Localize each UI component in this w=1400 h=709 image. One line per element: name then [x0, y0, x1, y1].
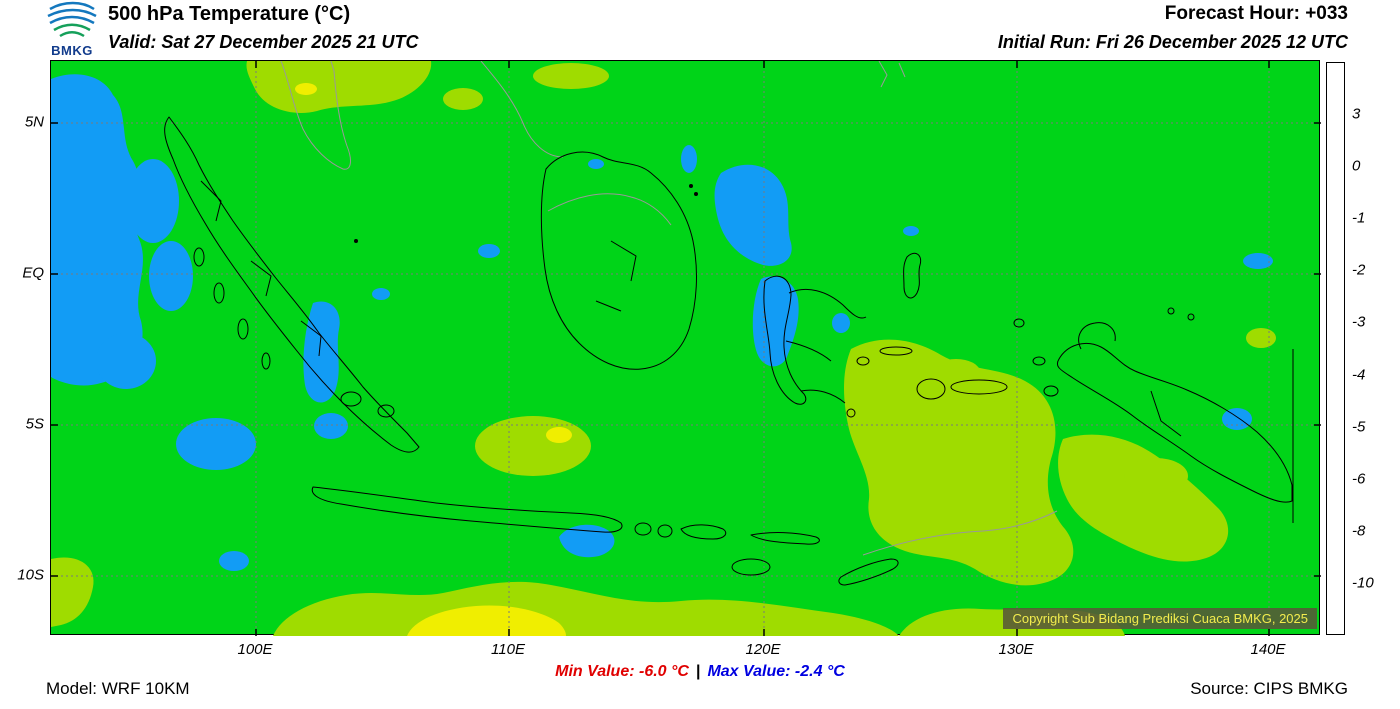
page-title: 500 hPa Temperature (°C) [108, 3, 351, 25]
lat-label-5s: 5S [25, 415, 44, 433]
minmax-separator: | [695, 663, 701, 680]
bmkg-logo-text: BMKG [51, 43, 93, 58]
colorbar-label: -5 [1352, 418, 1366, 436]
longitude-axis: 100E 110E 120E 130E 140E [0, 641, 1400, 659]
bmkg-logo-icon [47, 1, 97, 38]
colorbar-label: -2 [1352, 261, 1366, 279]
minmax-line: Min Value: -6.0 °C | Max Value: -2.4 °C [0, 663, 1400, 681]
colorbar-label: -4 [1352, 366, 1366, 384]
max-value: Max Value: -2.4 °C [707, 663, 845, 680]
valid-time: Valid: Sat 27 December 2025 21 UTC [108, 32, 419, 52]
colorbar-label: -6 [1352, 470, 1366, 488]
map-canvas: Copyright Sub Bidang Prediksi Cuaca BMKG… [50, 60, 1321, 636]
lon-label-100e: 100E [237, 641, 273, 658]
colorbar-label: -1 [1352, 209, 1366, 227]
copyright-overlay: Copyright Sub Bidang Prediksi Cuaca BMKG… [1003, 608, 1317, 629]
lon-label-120e: 120E [745, 641, 781, 658]
bmkg-logo: BMKG [44, 1, 100, 58]
temperature-field-map [51, 61, 1321, 636]
foreign-coastlines [280, 61, 1058, 556]
warm-patches-yellow [295, 83, 572, 636]
lon-label-110e: 110E [491, 641, 525, 658]
source-label: Source: CIPS BMKG [1190, 679, 1348, 698]
colorbar [1326, 62, 1345, 635]
cold-patches-blue [51, 74, 1273, 571]
header-right: Forecast Hour: +033 Initial Run: Fri 26 … [998, 3, 1348, 53]
graticule-grid [51, 61, 1321, 636]
lat-label-5n: 5N [24, 113, 44, 131]
min-value: Min Value: -6.0 °C [555, 663, 689, 680]
lon-label-130e: 130E [998, 641, 1034, 658]
axis-ticks [51, 61, 1321, 636]
colorbar-label: -10 [1352, 574, 1374, 592]
latitude-axis: 5N EQ 5S 10S [12, 0, 46, 709]
header-titles: 500 hPa Temperature (°C) Valid: Sat 27 D… [108, 1, 418, 53]
colorbar-label: 0 [1352, 157, 1361, 175]
colorbar-label: 3 [1352, 105, 1361, 123]
initial-run: Initial Run: Fri 26 December 2025 12 UTC [997, 32, 1348, 52]
forecast-hour: Forecast Hour: +033 [1164, 3, 1348, 24]
colorbar-labels: 3 0 -1 -2 -3 -4 -5 -6 -8 -10 [1352, 62, 1396, 635]
coastlines [164, 116, 1294, 586]
lat-label-10s: 10S [17, 566, 44, 584]
colorbar-label: -3 [1352, 313, 1366, 331]
header-left: BMKG 500 hPa Temperature (°C) Valid: Sat… [44, 1, 418, 58]
lon-label-140e: 140E [1250, 641, 1286, 658]
model-label: Model: WRF 10KM [46, 679, 190, 698]
warm-patches-yellowgreen [51, 61, 1276, 636]
lat-label-eq: EQ [22, 264, 44, 282]
colorbar-label: -8 [1352, 522, 1366, 540]
